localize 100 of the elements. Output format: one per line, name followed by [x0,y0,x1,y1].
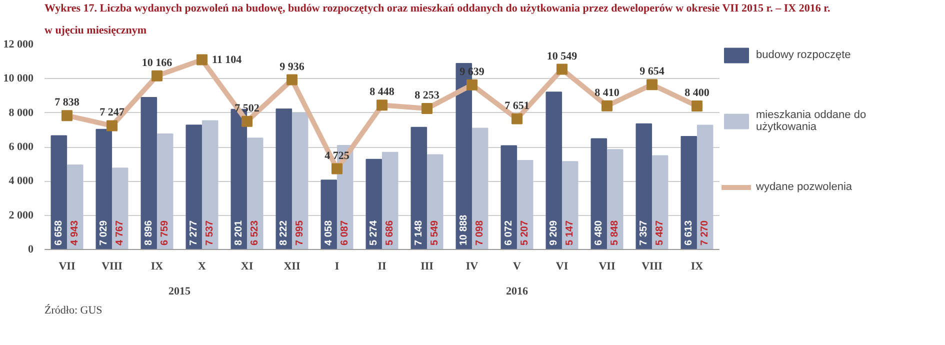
data-label: 8 448 [370,86,395,98]
data-label: 4 943 [70,220,81,246]
data-label: 9 654 [640,66,665,78]
data-label: 4 767 [114,220,126,246]
x-tick-label: VI [556,260,568,272]
y-tick-label: 6 000 [8,141,34,153]
data-label: 6 759 [160,220,171,246]
bar [680,136,698,250]
bar [590,138,608,250]
data-label: 8 222 [278,220,290,246]
data-label: 7 995 [294,220,306,246]
x-tick-label: XII [284,260,300,272]
data-label: 5 147 [564,220,576,246]
bar [140,97,158,250]
bar [246,138,264,250]
y-tick-label: 0 [28,244,34,256]
data-label: 7 029 [98,220,110,246]
bar [366,158,382,250]
data-label: 4 725 [324,150,350,162]
bar [546,92,562,250]
data-label: 5 487 [654,220,666,246]
data-label: 8 201 [233,220,244,246]
data-label: 10 166 [142,56,173,69]
legend-label: wydane pozwolenia [756,181,854,193]
data-label: 10 888 [458,214,470,246]
x-tick-label: X [198,260,206,272]
y-tick-label: 4 000 [8,175,34,188]
data-label: 6 087 [340,220,351,246]
x-tick-label: V [513,260,522,272]
data-label: 8 410 [594,86,620,99]
data-label: 10 549 [546,50,578,62]
x-tick-label: XI [240,260,254,272]
data-label: 7 651 [504,100,530,112]
legend-label: budowy rozpoczęte [756,49,852,61]
bar [696,124,714,250]
x-tick-label: I [334,260,340,272]
x-tick-label: IX [150,260,164,272]
data-label: 5 848 [610,220,621,246]
bar [410,126,428,250]
x-tick-label: IX [690,260,704,272]
data-label: 4 058 [323,220,334,246]
data-label: 11 104 [212,54,242,66]
bar [50,135,68,250]
text: Źródło: GUS [44,304,102,316]
data-label: 7 270 [700,220,711,246]
y-tick-label: 8 000 [8,106,34,119]
bar [202,120,218,250]
data-label: 7 148 [413,220,424,246]
data-label: 6 658 [53,220,64,246]
bar [96,128,112,250]
text: 2016 [506,286,528,298]
chart-subtitle: w ujęciu miesięcznym [44,24,147,36]
data-label: 5 274 [368,220,380,246]
bar [112,168,128,250]
legend-label: mieszkania oddane do użytkowania [756,109,866,133]
data-label: 8 400 [684,87,710,99]
x-tick-label: II [378,260,386,272]
data-label: 6 523 [250,220,261,246]
data-label: 5 549 [430,220,441,246]
x-tick-label: VII [58,260,76,272]
text: 2015 [168,286,191,298]
y-tick-label: 2 000 [8,209,34,222]
x-tick-label: IV [466,260,478,272]
data-label: 7 277 [188,220,200,246]
data-label: 9 936 [280,60,305,73]
bar [66,164,84,250]
bar [562,161,578,250]
bar [636,123,652,250]
data-label: 6 072 [503,220,514,246]
data-label: 7 098 [474,220,486,246]
bar [652,155,668,250]
chart-title: Wykres 17. Liczba wydanych pozwoleń na budowę, budów rozpoczętych oraz mieszkań oddanych do użytkowania przez deweloperów w okresie VII 2015 r. – IX 2016 r. [44,2,830,14]
data-label: 7 502 [234,102,260,114]
data-label: 6 613 [683,220,694,246]
bar [500,145,518,250]
x-tick-label: VII [598,260,616,272]
y-tick-label: 12 000 [3,38,34,50]
x-tick-label: III [420,260,434,272]
data-label: 7 357 [638,220,650,246]
bar [516,160,534,250]
bar [382,152,398,250]
data-label: 6 480 [593,220,604,246]
data-label: 9 209 [548,220,560,246]
bar [606,149,624,250]
bar [156,134,174,250]
data-label: 5 207 [520,220,531,246]
x-tick-label: VIII [642,260,662,272]
bar [426,154,444,250]
data-label: 7 537 [204,220,216,246]
data-label: 5 686 [384,220,396,246]
data-label: 7 247 [100,106,125,119]
data-label: 8 896 [143,220,154,246]
y-tick-label: 10 000 [3,72,34,85]
bar [472,128,488,250]
bar [186,124,202,250]
bar [292,112,308,250]
bar [276,108,292,250]
x-tick-label: VIII [102,260,122,272]
data-label: 7 838 [54,96,80,109]
data-label: 8 253 [414,90,440,102]
